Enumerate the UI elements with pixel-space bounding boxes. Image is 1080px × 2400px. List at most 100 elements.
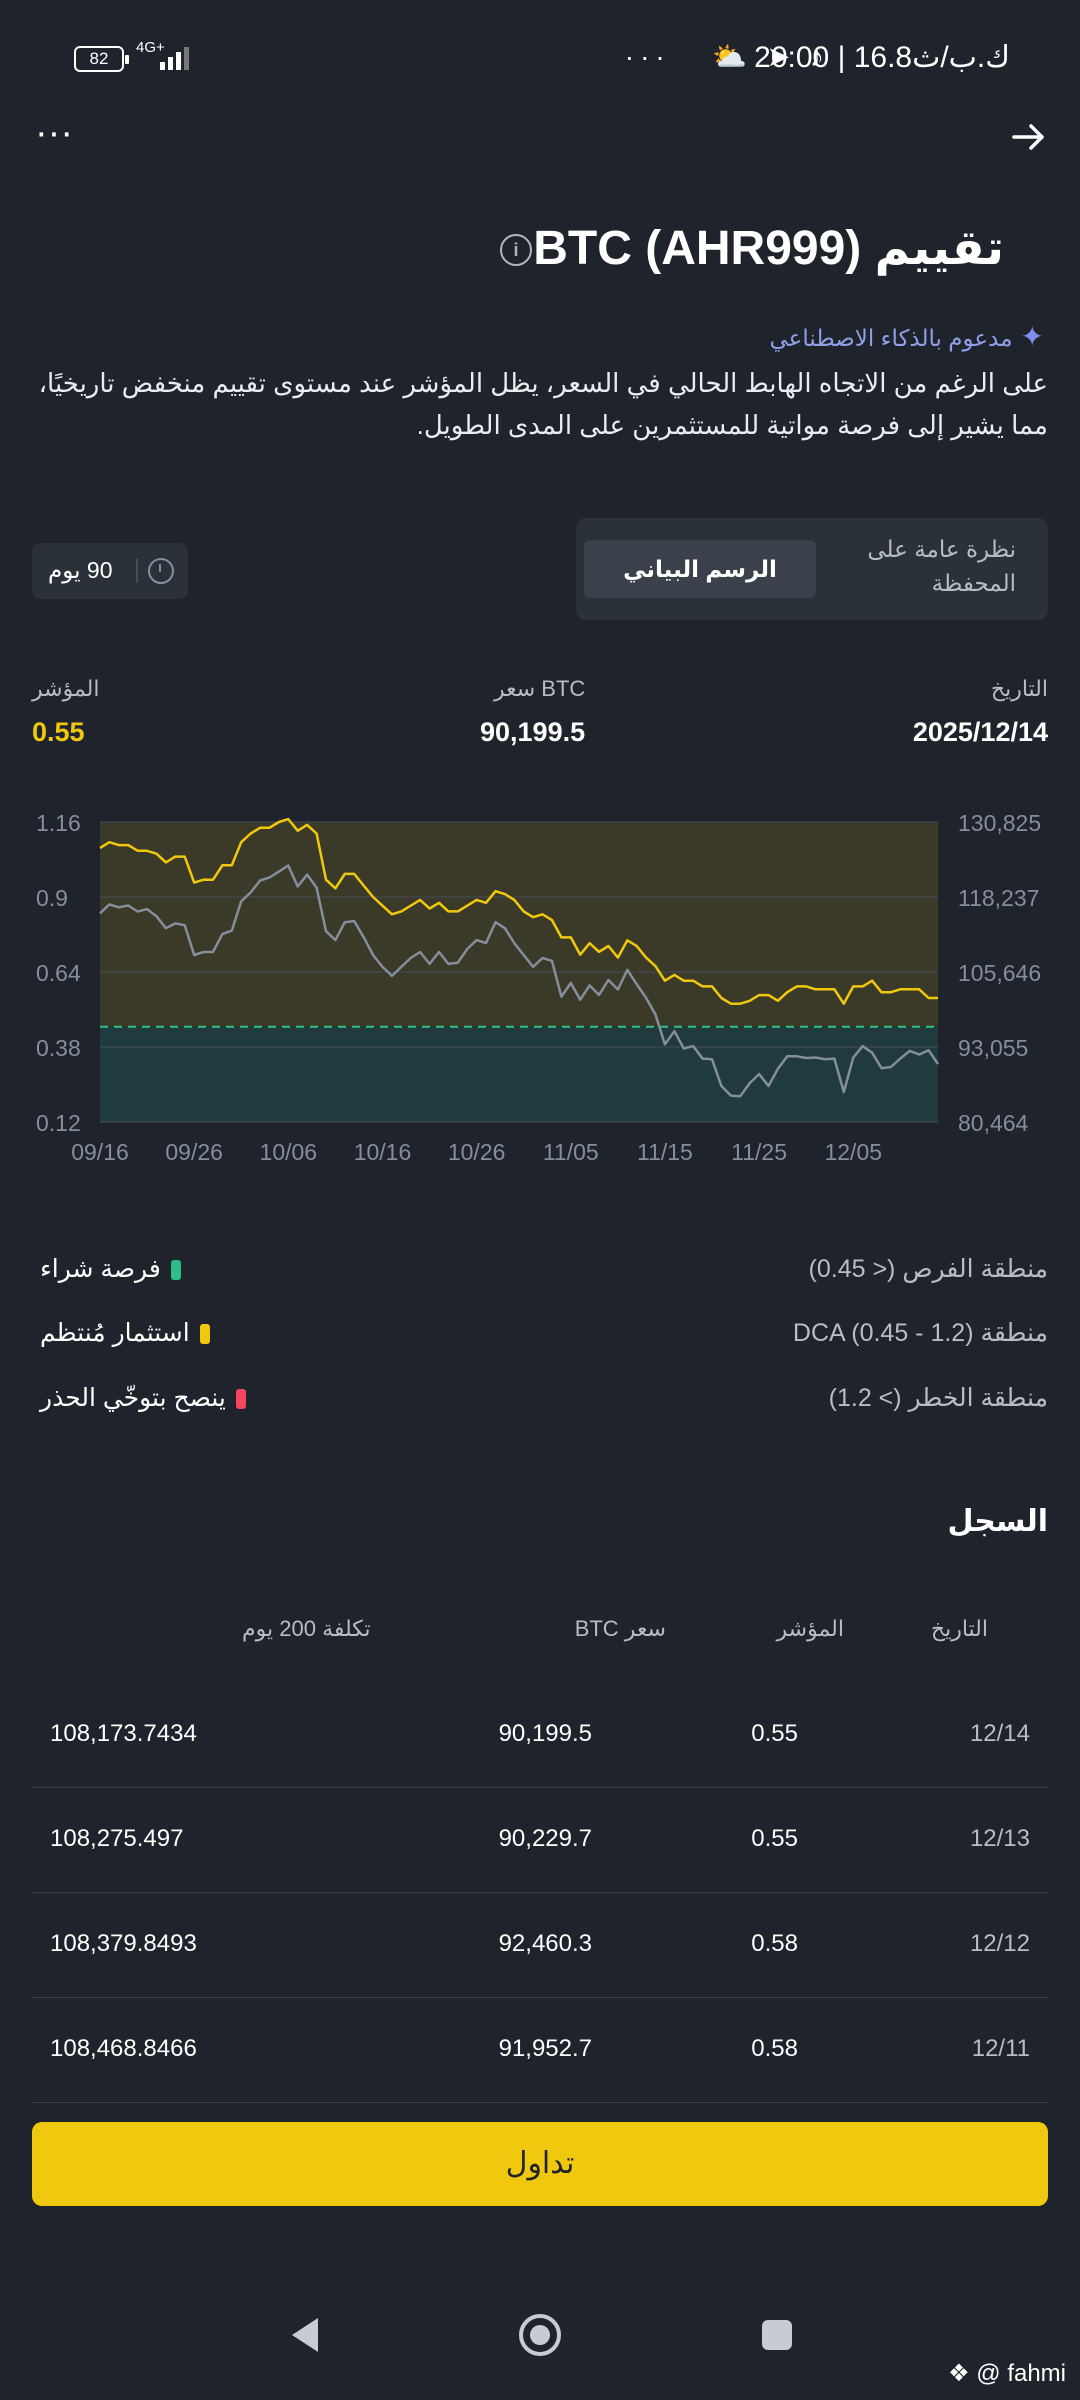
row-date: 12/11 — [971, 2035, 1030, 2062]
index-label: المؤشر — [32, 676, 100, 701]
status-bar: 82 4G+ ··· ⛅ ➤ ♪ 20:00 | 16.8ك.ب/ث — [0, 0, 1080, 118]
x-tick-label: 11/05 — [543, 1139, 599, 1165]
divider — [136, 559, 138, 583]
price-label: سعر BTC — [494, 676, 586, 701]
y-left-tick-label: 0.9 — [36, 885, 68, 911]
row-date: 12/12 — [969, 1930, 1030, 1957]
row-date: 12/13 — [969, 1825, 1030, 1852]
watermark: ❖ @ fahmi — [948, 2359, 1066, 2388]
legend-row-dca: استثمار مُنتظم منطقة DCA (0.45 - 1.2) — [32, 1318, 1048, 1358]
index-value: 0.55 — [32, 717, 85, 747]
battery-icon: 82 — [74, 46, 129, 72]
system-navigation-bar — [292, 2314, 792, 2356]
row-cost: 108,468.8466 — [50, 2035, 197, 2062]
table-row: 12/13 0.55 90,229.7 108,275.497 — [32, 1787, 1048, 1893]
x-tick-label: 11/15 — [637, 1139, 693, 1165]
row-index: 0.58 — [751, 1930, 798, 1957]
yellow-swatch-icon — [199, 1324, 210, 1345]
legend-row-opportunity: فرصة شراء منطقة الفرص (< 0.45) — [32, 1254, 1048, 1294]
network-type: 4G+ — [136, 39, 165, 56]
y-right-tick-label: 130,825 — [958, 810, 1041, 836]
btc-price-line — [99, 864, 940, 1098]
view-tabs: نظرة عامة على المحفظة الرسم البياني — [576, 518, 1048, 620]
column-header-price: سعر BTC — [574, 1616, 666, 1641]
row-price: 90,229.7 — [498, 1825, 592, 1852]
legend-name: ينصح بتوخّي الحذر — [40, 1384, 226, 1412]
table-row: 12/12 0.58 92,460.3 108,379.8493 — [32, 1892, 1048, 1998]
status-time: 20:00 | 16.8ك.ب/ث — [754, 41, 1010, 74]
x-tick-label: 12/05 — [824, 1139, 882, 1165]
back-nav-icon[interactable] — [292, 2318, 318, 2352]
diamond-icon: ❖ — [948, 2360, 970, 2387]
legend-name: استثمار مُنتظم — [40, 1319, 190, 1347]
period-label: 90 يوم — [48, 557, 113, 583]
x-tick-label: 09/26 — [165, 1139, 223, 1165]
row-index: 0.58 — [751, 2035, 798, 2062]
history-title: السجل — [947, 1505, 1048, 1538]
home-nav-icon[interactable] — [519, 2314, 561, 2356]
red-swatch-icon — [235, 1389, 246, 1410]
trade-button[interactable]: تداول — [32, 2122, 1048, 2206]
legend-zone: منطقة DCA (0.45 - 1.2) — [792, 1319, 1048, 1347]
more-options-icon[interactable]: ··· — [35, 112, 73, 154]
page-title: تقييم BTC (AHR999) — [533, 222, 1004, 275]
opportunity-zone-band — [100, 1026, 938, 1122]
watermark-label: @ fahmi — [976, 2360, 1066, 2387]
x-tick-label: 11/25 — [731, 1139, 787, 1165]
column-header-date: التاريخ — [930, 1616, 988, 1641]
row-date: 12/14 — [969, 1720, 1030, 1747]
tab-portfolio-overview[interactable]: نظرة عامة على المحفظة — [867, 536, 1016, 596]
index-line — [99, 817, 938, 1005]
row-price: 91,952.7 — [498, 2035, 592, 2062]
legend-name: فرصة شراء — [40, 1255, 161, 1283]
y-left-tick-label: 1.16 — [36, 810, 81, 836]
y-right-tick-label: 118,237 — [958, 885, 1039, 911]
clock-icon — [148, 558, 174, 584]
back-arrow-icon[interactable] — [1004, 112, 1054, 162]
legend-label: استثمار مُنتظم — [40, 1318, 210, 1348]
tab-chart[interactable]: الرسم البياني — [584, 540, 816, 598]
column-header-cost: تكلفة 200 يوم — [242, 1616, 371, 1641]
y-right-tick-label: 105,646 — [958, 960, 1041, 986]
x-tick-label: 10/16 — [354, 1139, 412, 1165]
row-cost: 108,275.497 — [50, 1825, 184, 1852]
y-left-tick-label: 0.38 — [36, 1035, 81, 1061]
row-cost: 108,173.7434 — [50, 1720, 197, 1747]
table-row: 12/11 0.58 91,952.7 108,468.8466 — [32, 1997, 1048, 2103]
notification-icons: ··· ⛅ ➤ ♪ — [624, 41, 830, 72]
row-price: 92,460.3 — [498, 1930, 592, 1957]
dca-zone-band — [100, 822, 938, 1027]
x-tick-label: 10/06 — [260, 1139, 318, 1165]
legend-label: ينصح بتوخّي الحذر — [40, 1383, 246, 1413]
y-right-tick-label: 93,055 — [958, 1035, 1028, 1061]
more-notifications-icon: ··· — [624, 41, 671, 72]
info-icon[interactable]: i — [500, 234, 532, 266]
date-value: 2025/12/14 — [912, 717, 1048, 747]
legend-zone: منطقة الفرص (< 0.45) — [808, 1255, 1048, 1283]
row-index: 0.55 — [751, 1825, 798, 1852]
ai-summary: على الرغم من الاتجاه الهابط الحالي في ال… — [38, 368, 1048, 440]
green-swatch-icon — [170, 1260, 181, 1281]
x-tick-label: 09/16 — [71, 1139, 129, 1165]
row-index: 0.55 — [751, 1720, 798, 1747]
legend-zone: منطقة الخطر (> 1.2) — [828, 1384, 1048, 1412]
table-row: 12/14 0.55 90,199.5 108,173.7434 — [32, 1682, 1048, 1788]
ai-badge-label: مدعوم بالذكاء الاصطناعي — [769, 325, 1013, 351]
ai-badge: ✦ مدعوم بالذكاء الاصطناعي — [770, 320, 1045, 353]
row-cost: 108,379.8493 — [50, 1930, 197, 1957]
y-left-tick-label: 0.12 — [36, 1110, 81, 1136]
y-left-tick-label: 0.64 — [36, 960, 81, 986]
y-right-tick-label: 80,464 — [958, 1110, 1029, 1136]
recents-nav-icon[interactable] — [762, 2320, 792, 2350]
x-tick-label: 10/26 — [448, 1139, 506, 1165]
row-price: 90,199.5 — [498, 1720, 592, 1747]
ahr999-chart[interactable]: 1.16 130,825 0.9 118,237 0.64 105,646 0.38 93,0… — [20, 800, 1060, 1170]
date-label: التاريخ — [990, 676, 1048, 701]
sparkle-icon: ✦ — [1020, 321, 1044, 352]
legend-label: فرصة شراء — [40, 1254, 181, 1284]
column-header-index: المؤشر — [776, 1616, 844, 1641]
legend-row-risk: ينصح بتوخّي الحذر منطقة الخطر (> 1.2) — [32, 1383, 1048, 1423]
period-selector[interactable]: 90 يوم — [32, 543, 188, 599]
price-value: 90,199.5 — [480, 717, 586, 747]
signal-icon — [160, 44, 189, 70]
